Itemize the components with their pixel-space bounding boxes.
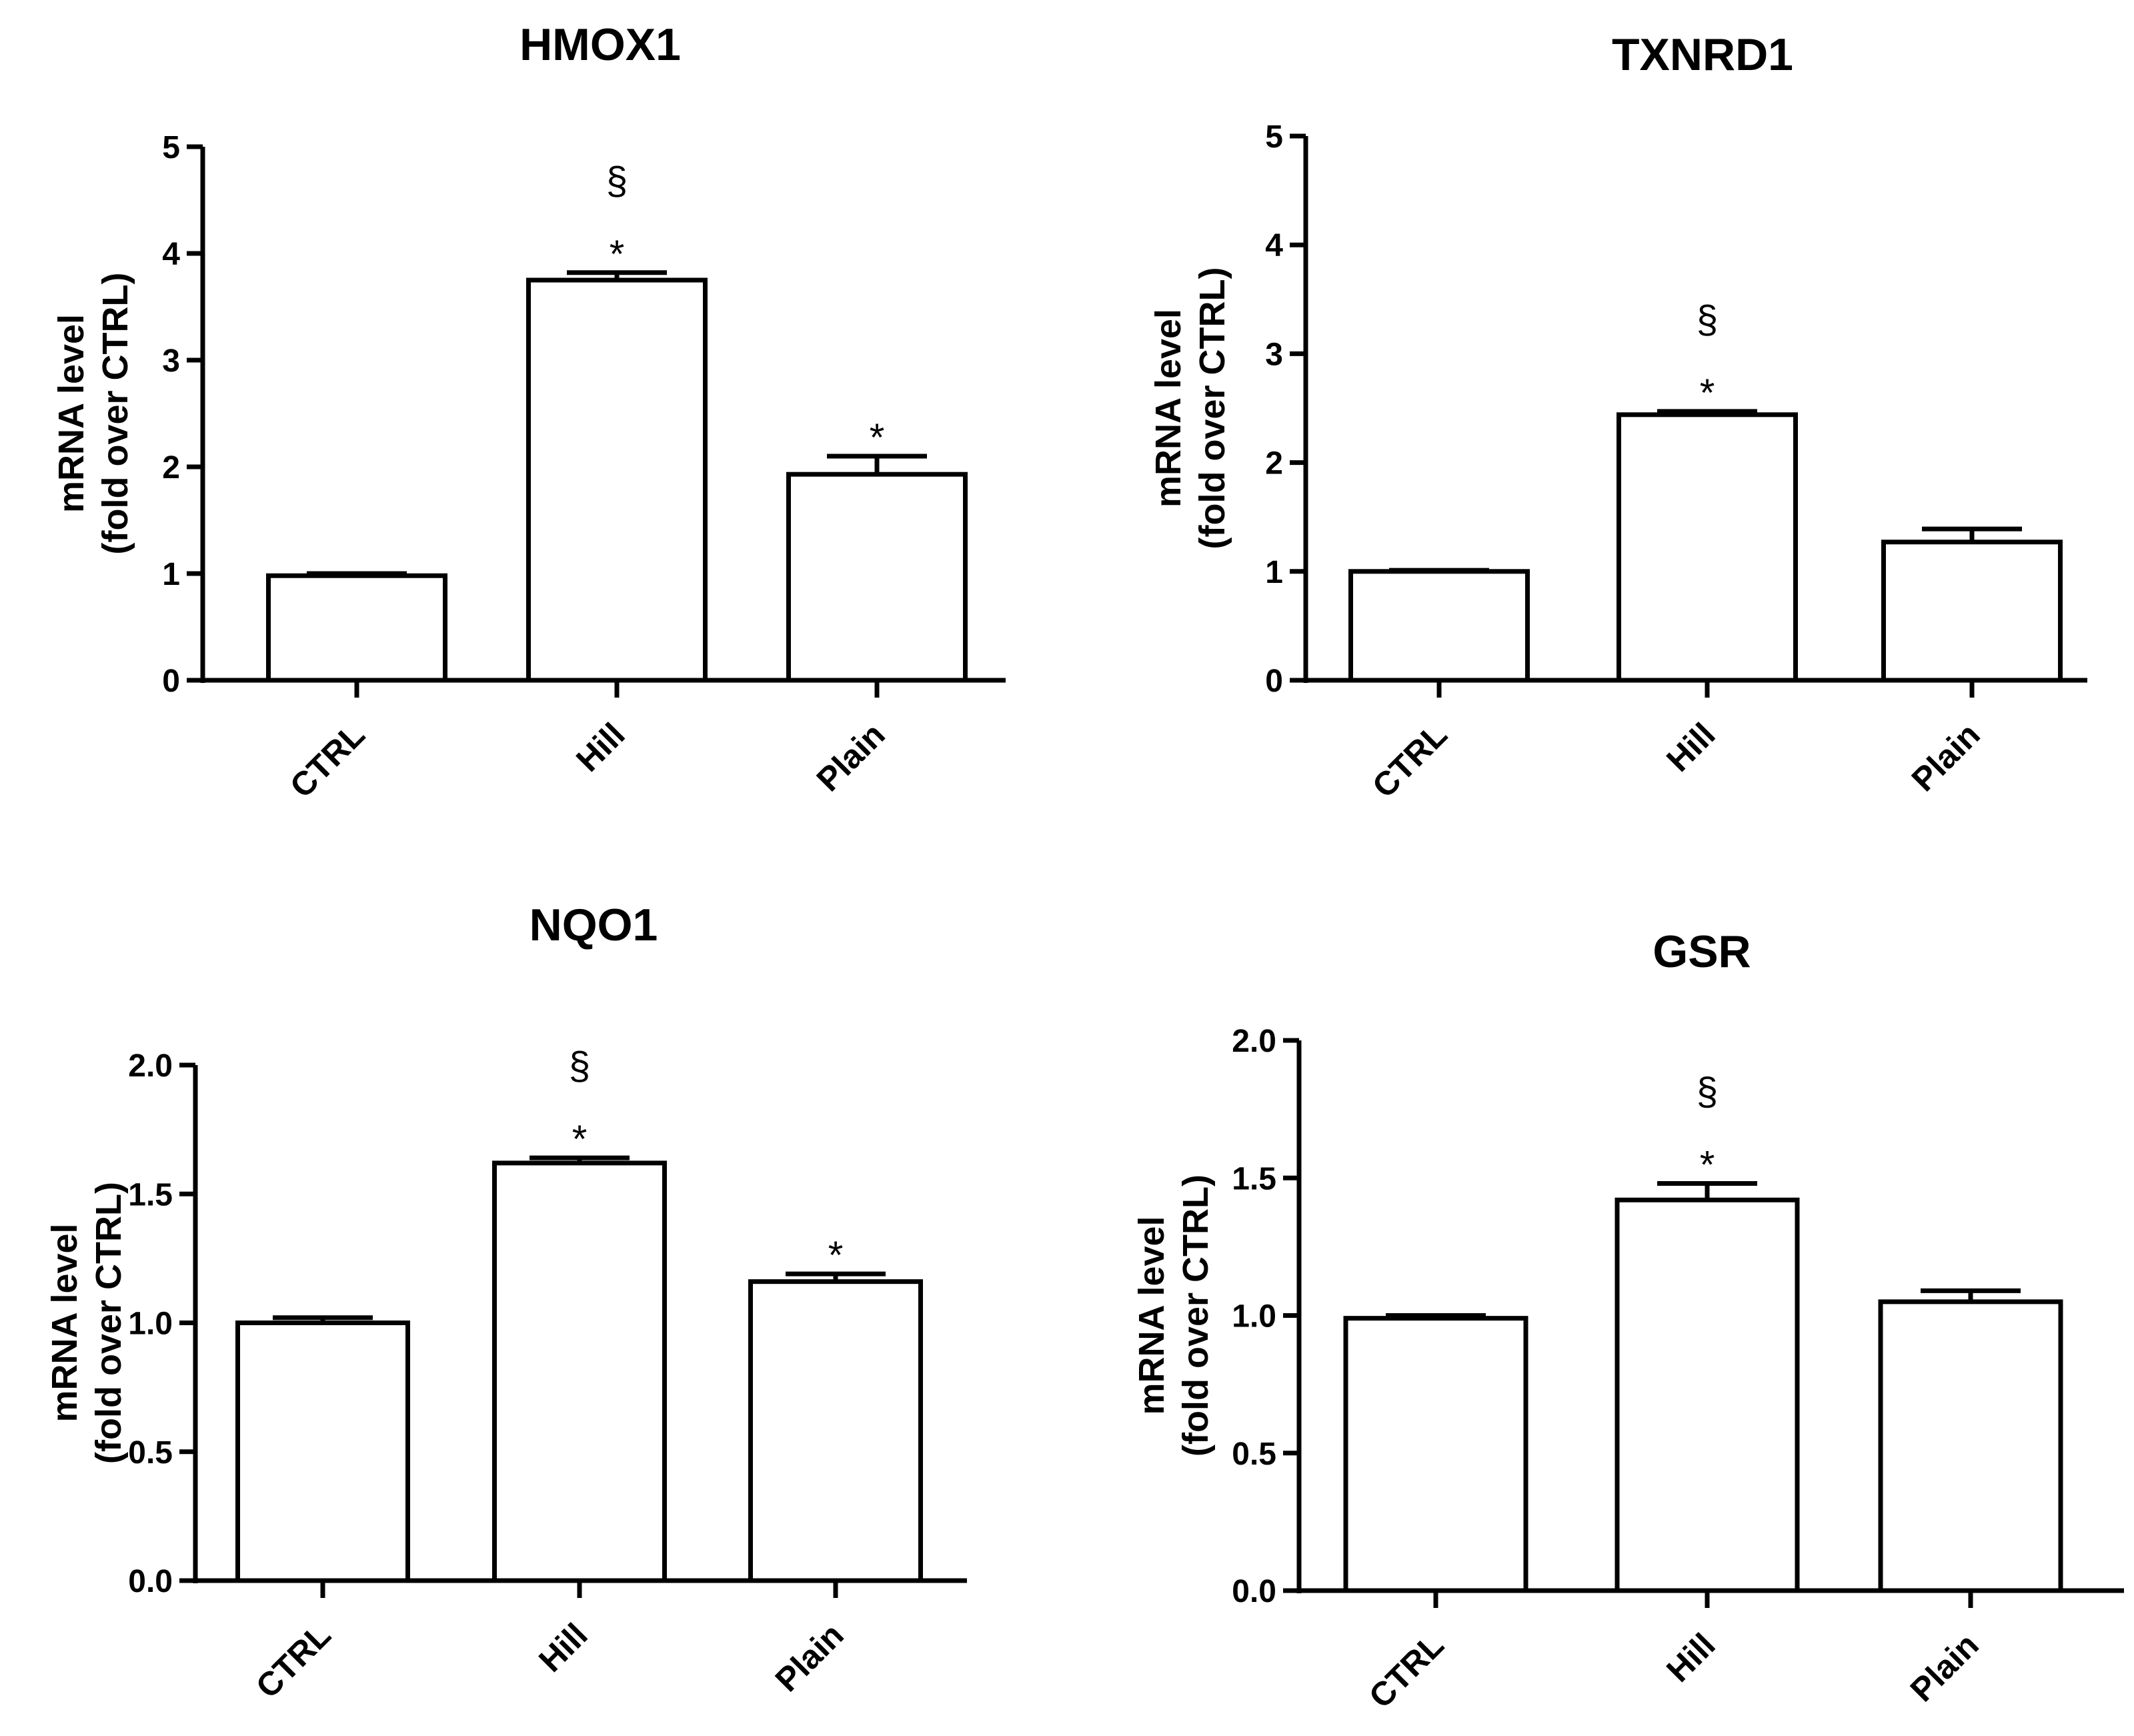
- bar-plain: [786, 472, 968, 683]
- y-tick-label: 4: [1265, 228, 1283, 263]
- y-tick-label: 5: [162, 130, 180, 165]
- y-tick-label: 1.0: [1232, 1299, 1276, 1335]
- x-tick-label: Plain: [1903, 1626, 1986, 1709]
- significance-asterisk: *: [610, 233, 625, 276]
- y-tick-label: 1: [1265, 555, 1283, 590]
- y-tick-label: 0: [1265, 664, 1283, 699]
- x-tick-label: Hill: [531, 1616, 595, 1679]
- y-axis-label-line: mRNA level: [45, 1223, 85, 1422]
- x-tick-label: CTRL: [1365, 716, 1454, 805]
- x-tick-label: CTRL: [283, 716, 372, 805]
- chart-title: HMOX1: [519, 19, 681, 70]
- y-tick-label: 0.5: [128, 1435, 173, 1471]
- y-tick-label: 0.0: [1232, 1574, 1276, 1609]
- chart-panel-nqo1: NQO1 mRNA level (fold over CTRL) 0.0 0.5 1.0 1…: [45, 900, 967, 1705]
- x-tick-label: Plain: [768, 1616, 851, 1699]
- significance-asterisk: *: [828, 1234, 844, 1277]
- y-tick-label: 2.0: [128, 1048, 173, 1084]
- significance-asterisk: *: [572, 1118, 588, 1161]
- chart-title: TXNRD1: [1612, 29, 1793, 80]
- significance-section-mark: §: [569, 1044, 590, 1088]
- y-tick-label: 0.0: [128, 1564, 173, 1599]
- y-tick-label: 2.0: [1232, 1024, 1276, 1059]
- y-tick-label: 1.5: [128, 1177, 173, 1212]
- y-tick-label: 0: [162, 664, 180, 699]
- significance-asterisk: *: [1700, 371, 1715, 415]
- x-tick-label: Hill: [569, 716, 632, 779]
- y-tick-label: 3: [1265, 337, 1283, 372]
- bar-ctrl: [1343, 1316, 1528, 1593]
- y-tick-label: 4: [162, 237, 180, 272]
- y-axis-label: mRNA level (fold over CTRL): [1148, 267, 1232, 550]
- y-tick-label: 0.5: [1232, 1437, 1276, 1472]
- y-axis-label-line: (fold over CTRL): [89, 1182, 129, 1464]
- y-axis-label: mRNA level (fold over CTRL): [51, 273, 135, 555]
- x-tick-label: Plain: [810, 716, 892, 798]
- bar-plain: [1881, 540, 2063, 683]
- bar-ctrl: [235, 1321, 410, 1583]
- x-tick-label: Hill: [1659, 716, 1723, 779]
- chart-panel-hmox1: HMOX1 mRNA level (fold over CTRL) 0 1 2 3 4 5 CTR…: [51, 19, 1006, 805]
- y-axis-label-line: (fold over CTRL): [95, 273, 135, 555]
- significance-asterisk: *: [870, 416, 885, 460]
- bar-hill: [1617, 412, 1798, 683]
- y-tick-label: 2: [1265, 446, 1283, 482]
- y-tick-label: 3: [162, 343, 180, 379]
- y-tick-label: 1: [162, 557, 180, 592]
- y-axis-label-line: mRNA level: [1148, 309, 1188, 508]
- bar-hill: [492, 1160, 667, 1583]
- x-tick-label: Plain: [1905, 716, 1987, 798]
- chart-panel-gsr: GSR mRNA level (fold over CTRL) 0.0 0.5 1.0 1.…: [1132, 926, 2124, 1715]
- significance-asterisk: *: [1700, 1144, 1715, 1187]
- y-axis-label-line: (fold over CTRL): [1192, 267, 1232, 550]
- y-axis-label: mRNA level (fold over CTRL): [45, 1182, 129, 1464]
- x-tick-label: CTRL: [249, 1616, 338, 1705]
- y-axis-label-line: (fold over CTRL): [1176, 1174, 1216, 1457]
- significance-section-mark: §: [1697, 298, 1718, 341]
- y-axis-label: mRNA level (fold over CTRL): [1132, 1174, 1216, 1457]
- y-axis-label-line: mRNA level: [1132, 1216, 1172, 1415]
- chart-title: GSR: [1653, 926, 1751, 977]
- x-tick-label: CTRL: [1362, 1626, 1451, 1715]
- significance-section-mark: §: [1697, 1070, 1718, 1114]
- y-tick-label: 1.5: [1232, 1161, 1276, 1196]
- chart-title: NQO1: [529, 900, 658, 950]
- bar-plain: [748, 1279, 923, 1583]
- y-tick-label: 1.0: [128, 1307, 173, 1342]
- bar-plain: [1878, 1299, 2063, 1593]
- x-tick-label: Hill: [1659, 1626, 1723, 1689]
- bar-hill: [1615, 1197, 1800, 1593]
- significance-section-mark: §: [606, 159, 628, 203]
- bar-ctrl: [1348, 569, 1530, 683]
- y-tick-label: 2: [162, 450, 180, 486]
- y-axis-label-line: mRNA level: [51, 314, 91, 513]
- bar-hill: [526, 277, 708, 683]
- bar-ctrl: [266, 573, 447, 683]
- y-tick-label: 5: [1265, 119, 1283, 155]
- chart-panel-txnrd1: TXNRD1 mRNA level (fold over CTRL) 0 1 2 3 4 5 CT…: [1148, 29, 2087, 805]
